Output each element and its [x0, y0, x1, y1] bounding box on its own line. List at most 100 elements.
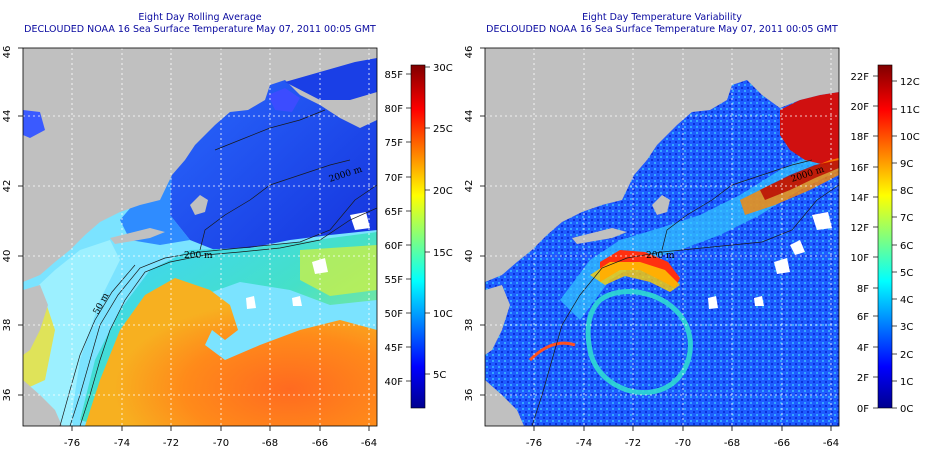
right-xtick-76: -76	[526, 438, 542, 449]
left-inner-shelf	[23, 240, 120, 426]
left-cloud-gaps	[246, 212, 370, 309]
left-map	[23, 48, 377, 426]
right-cb-3c: 3C	[900, 322, 913, 333]
left-gridlines	[23, 48, 377, 426]
right-cb-8c: 8C	[900, 186, 913, 197]
right-y-axis	[480, 47, 485, 396]
left-gulf-stream	[85, 278, 377, 426]
left-cold-shelf-water	[120, 160, 190, 245]
left-title-line2: DECLOUDED NOAA 16 Sea Surface Temperatur…	[24, 24, 376, 35]
right-xtick-72: -72	[625, 438, 641, 449]
right-gridlines	[485, 48, 839, 426]
right-cb-10f: 10F	[851, 253, 870, 264]
right-cb-22f: 22F	[851, 72, 870, 83]
left-cb-30c: 30C	[433, 63, 453, 74]
left-ytick-36: 36	[2, 389, 13, 402]
right-xtick-70: -70	[675, 438, 691, 449]
left-y-axis	[18, 47, 23, 396]
right-nova-scotia	[722, 48, 839, 108]
right-cb-5c: 5C	[900, 268, 913, 279]
left-cb-20c: 20C	[433, 186, 453, 197]
left-cb-85f: 85F	[385, 70, 404, 81]
left-cb-40f: 40F	[385, 377, 404, 388]
left-ytick-38: 38	[2, 319, 13, 332]
right-cb-12c: 12C	[900, 77, 920, 88]
left-cape-hatteras	[23, 380, 62, 426]
right-land-coast	[485, 48, 839, 282]
left-cb-70f: 70F	[385, 173, 404, 184]
right-cb-2c: 2C	[900, 350, 913, 361]
right-cb-4c: 4C	[900, 295, 913, 306]
left-cb-60f: 60F	[385, 241, 404, 252]
right-cb-9c: 9C	[900, 159, 913, 170]
left-land-coast	[23, 48, 377, 282]
right-cb-1c: 1C	[900, 377, 913, 388]
right-bathymetry-contours	[531, 159, 839, 426]
right-ytick-44: 44	[464, 110, 475, 123]
right-xtick-64: -64	[823, 438, 839, 449]
left-cb-80f: 80F	[385, 104, 404, 115]
left-ytick-40: 40	[2, 250, 13, 263]
right-cape-hatteras	[485, 380, 524, 426]
right-title-line2: DECLOUDED NOAA 16 Sea Surface Temperatur…	[486, 24, 838, 35]
left-xtick-72: -72	[163, 438, 179, 449]
right-map	[485, 48, 839, 426]
left-xtick-68: -68	[262, 438, 278, 449]
right-cb-0f: 0F	[857, 404, 869, 415]
right-x-axis	[533, 426, 832, 431]
left-cb-10c: 10C	[433, 309, 453, 320]
right-colorbar-ticks	[873, 75, 897, 409]
right-cape-cod	[652, 195, 670, 215]
left-colorbar	[410, 64, 426, 409]
right-ytick-46: 46	[464, 46, 475, 59]
left-colorbar-ticks	[406, 66, 430, 382]
left-cb-45f: 45F	[385, 343, 404, 354]
left-title: Eight Day Rolling Average DECLOUDED NOAA…	[23, 12, 377, 36]
left-nova-scotia-water	[285, 58, 377, 100]
right-front-yellow	[590, 262, 680, 292]
left-cb-25c: 25C	[433, 124, 453, 135]
right-title-line1: Eight Day Temperature Variability	[582, 12, 742, 23]
left-cb-5c: 5C	[433, 370, 446, 381]
right-cb-2f: 2F	[857, 373, 869, 384]
left-delmarva	[23, 285, 48, 355]
right-cb-20f: 20F	[851, 102, 870, 113]
left-green-band	[300, 245, 377, 296]
left-ytick-42: 42	[2, 180, 13, 193]
right-cb-11c: 11C	[900, 105, 920, 116]
left-title-line1: Eight Day Rolling Average	[138, 12, 262, 23]
left-bathymetry-contours	[59, 109, 377, 426]
right-cb-6f: 6F	[857, 312, 869, 323]
left-xtick-74: -74	[114, 438, 130, 449]
right-southern-front	[528, 341, 576, 362]
left-cape-cod	[190, 195, 208, 215]
right-ytick-36: 36	[464, 389, 475, 402]
right-cb-14f: 14F	[851, 193, 870, 204]
right-cb-16f: 16F	[851, 163, 870, 174]
right-xtick-74: -74	[576, 438, 592, 449]
right-cb-12f: 12F	[851, 223, 870, 234]
left-ytick-44: 44	[2, 110, 13, 123]
right-cb-7c: 7C	[900, 213, 913, 224]
right-cb-6c: 6C	[900, 241, 913, 252]
right-cb-4f: 4F	[857, 343, 869, 354]
right-delmarva	[485, 285, 510, 355]
right-cloud-gaps	[708, 212, 832, 309]
left-xtick-70: -70	[213, 438, 229, 449]
left-long-island	[110, 228, 165, 244]
right-ytick-40: 40	[464, 250, 475, 263]
left-cb-65f: 65F	[385, 207, 404, 218]
left-gulf-st-lawrence	[23, 110, 45, 138]
right-long-island	[572, 228, 627, 244]
left-cb-55f: 55F	[385, 275, 404, 286]
right-high-variability-band	[560, 140, 839, 320]
left-map-frame	[22, 47, 378, 427]
left-cb-75f: 75F	[385, 138, 404, 149]
right-ytick-42: 42	[464, 180, 475, 193]
left-xtick-66: -66	[312, 438, 328, 449]
right-ne-hotspot	[780, 92, 839, 165]
right-cb-18f: 18F	[851, 132, 870, 143]
right-xtick-66: -66	[774, 438, 790, 449]
left-bay-of-fundy	[268, 88, 300, 112]
